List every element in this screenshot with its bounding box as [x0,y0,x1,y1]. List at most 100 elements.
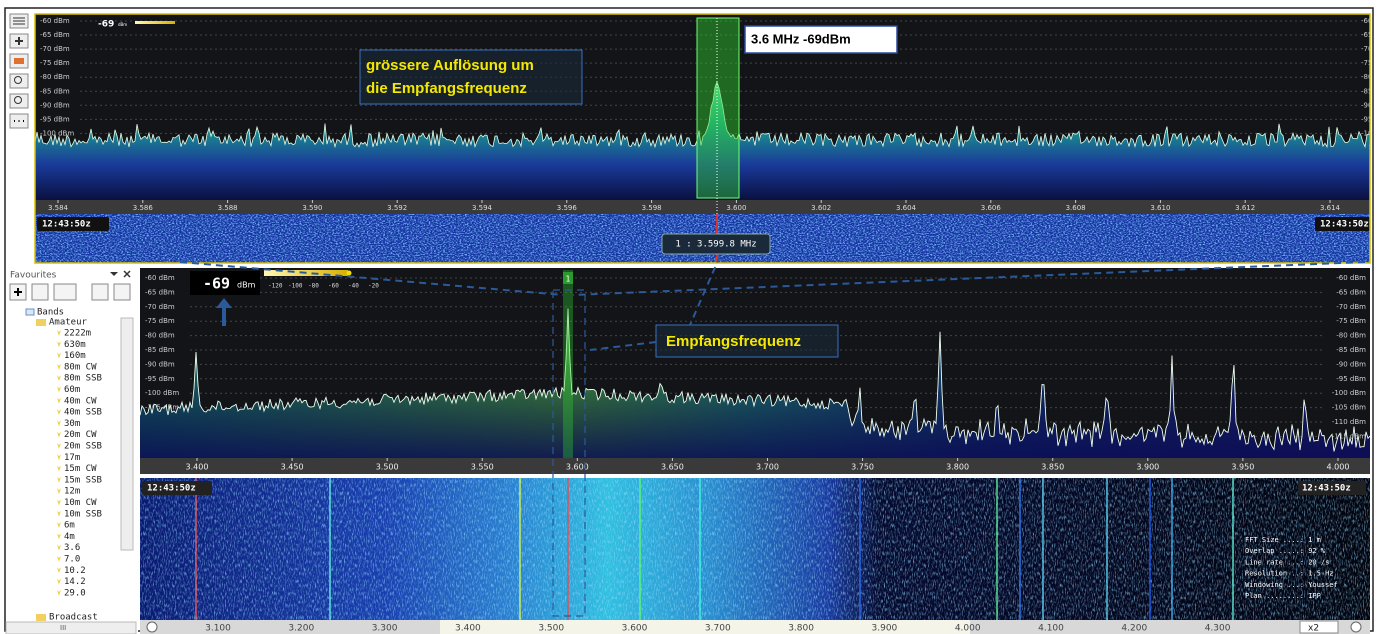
icon [14,96,22,104]
tree-item[interactable]: 10m CW [64,498,97,508]
time-badge [1315,217,1370,231]
star-icon [57,578,61,585]
tree-item[interactable]: 40m SSB [64,408,102,418]
frequency-tick: 3.600 [726,204,746,212]
tree-item[interactable]: 12m [64,487,80,497]
separator [140,474,1370,478]
h-scrollbar[interactable] [5,621,137,634]
zoom-out-button[interactable] [9,93,29,109]
tree-item[interactable]: 80m CW [64,362,97,372]
callout-box [744,25,898,54]
scrollbar[interactable] [120,317,134,551]
tree-item[interactable]: 20m CW [64,430,97,440]
marker-badge [563,272,573,284]
scroll-right[interactable] [1350,621,1362,633]
marker-label-box [661,233,771,255]
toolbar [9,13,29,129]
star-icon [57,454,61,461]
refresh-favourite[interactable] [31,283,49,301]
dbm-label: -85 dBm [145,346,175,354]
callout-text: 3.6 MHz -69dBm [751,31,851,46]
time-badge [142,481,212,495]
frequency-tick: 3.450 [281,463,304,472]
tree-item[interactable]: 80m SSB [64,374,102,384]
star-icon [57,533,61,540]
frequency-tick: 3.596 [557,204,578,212]
frequency-tick: 3.612 [1235,204,1255,212]
star-icon [57,409,61,416]
zoom-favourite[interactable] [91,283,109,301]
frequency-axis [35,200,1370,214]
tree-item[interactable]: 40m CW [64,396,97,406]
main-panel: -60 dBm -60 dBm -65 dBm -65 dBm -70 dBm -70 d… [140,268,1370,634]
dbm-label: -90 dBm [1336,360,1366,368]
tree-item[interactable]: 14.2 [64,577,86,587]
scale-label: -80 [308,283,319,290]
icon [14,288,22,296]
receive-band-highlight [696,17,740,199]
frequency-tick: 3.598 [642,204,662,212]
panel-background [6,266,138,634]
overview-tick: 3.800 [788,624,814,634]
frequency-tick: 3.614 [1320,204,1341,212]
star-icon [57,386,61,393]
tree-item[interactable]: 630m [64,340,86,350]
dbm-label: -75 dBm [40,59,70,67]
frequency-tick: 3.400 [186,463,209,472]
tree-item[interactable]: 17m [64,453,80,463]
tree-item[interactable]: 7.0 [64,555,80,565]
zoom-in-button[interactable] [9,73,29,89]
overview-tick: 4.100 [1038,624,1064,634]
star-icon [57,488,61,495]
tree-item[interactable]: 160m [64,351,86,361]
time-label: 12:43:50z [1320,220,1369,230]
dbm-label: -85 dBm [1336,346,1366,354]
tree-root: Bands [37,308,64,318]
tree-item[interactable]: 3.6 [64,543,80,553]
frequency-tick: 3.500 [376,463,399,472]
dbm-label: -75 dBm [1336,317,1366,325]
time-label: 12:43:50z [147,484,196,494]
tree-item[interactable]: 10.2 [64,566,86,576]
frequency-tick: 3.750 [851,463,874,472]
overview-tick: 3.300 [372,624,398,634]
dbm-label: -90 dBm [145,360,175,368]
tree-item[interactable]: 15m SSB [64,475,102,485]
spectrum-fill [35,81,1370,200]
more-favourite[interactable] [53,283,77,301]
frequency-tick: 3.900 [1136,463,1159,472]
zoom-favourite[interactable] [113,283,131,301]
dbm-label: -60 dBm [1361,17,1377,25]
info-line: Windowing ...: Youssef [1245,581,1338,589]
level-unit: dBm [118,22,127,27]
tree-item[interactable]: 2222m [64,329,91,339]
tree-item[interactable]: 10m SSB [64,509,102,519]
time-label: 12:43:50z [1302,484,1351,494]
tree-group: Broadcast [49,613,98,623]
tree-item[interactable]: 60m [64,385,80,395]
tree-item[interactable]: 15m CW [64,464,97,474]
frequency-tick: 3.584 [48,204,69,212]
level-value: -69 [203,275,230,293]
tree-item[interactable]: 6m [64,521,75,531]
info-line: Resolution ..: 1.5 Hz [1245,570,1334,578]
dropdown-icon[interactable] [110,272,118,276]
star-icon [57,443,61,449]
dbm-label: -60 dBm [1336,274,1366,282]
close-icon[interactable] [123,270,131,278]
dbm-label: -60 dBm [40,17,70,25]
folder-icon [36,614,46,621]
tree-item[interactable]: 29.0 [64,588,86,598]
dbm-label: -95 dBm [40,115,70,123]
tree-item[interactable]: 4m [64,532,75,542]
star-icon [57,589,61,596]
frequency-axis [140,458,1370,474]
frequency-tick: 3.604 [896,204,917,212]
overview-tick: 3.700 [705,624,731,634]
marker-number: 1 [565,275,570,284]
tree-item[interactable]: 30m [64,419,80,429]
dbm-label: -65 dBm [40,31,70,39]
annotation-text: grössere Auflösung um [366,57,534,74]
scroll-left[interactable] [146,621,158,633]
tree-item[interactable]: 20m SSB [64,442,102,452]
